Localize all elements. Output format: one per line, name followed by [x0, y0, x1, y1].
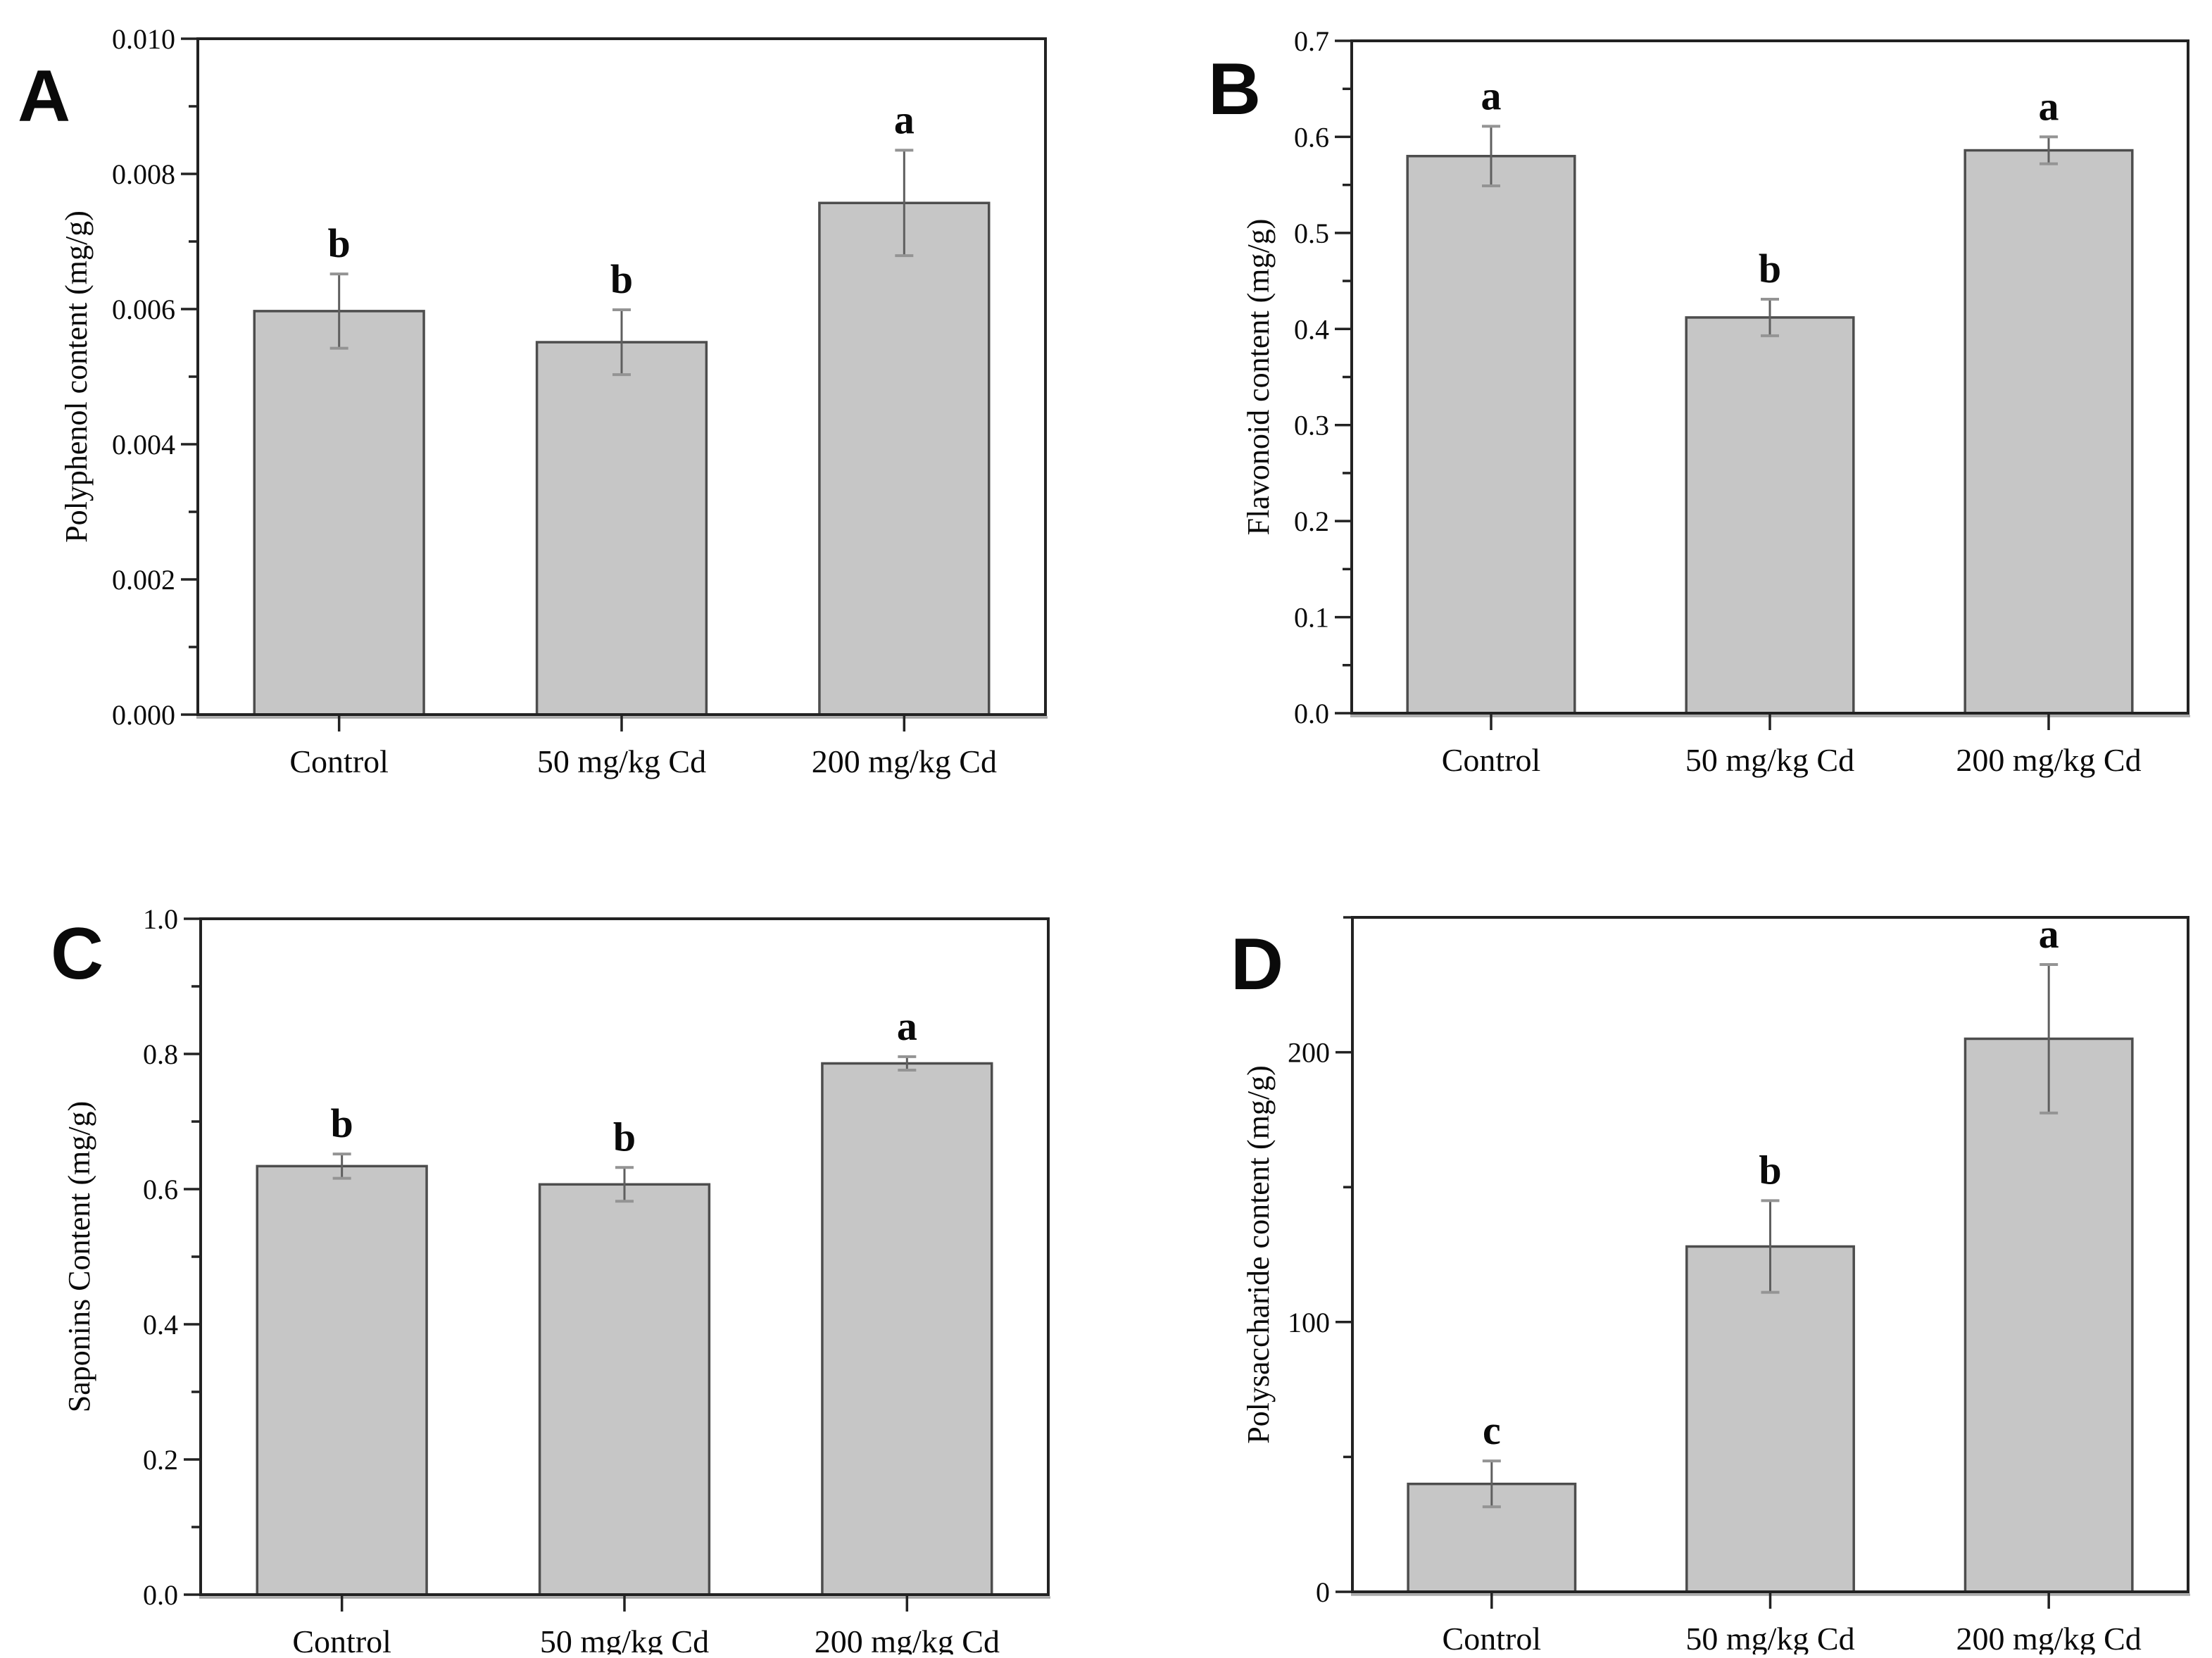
plot-frame [1351, 916, 2189, 1593]
x-category-label: Control [289, 743, 389, 779]
y-axis-title: Saponins Content (mg/g) [62, 1101, 96, 1412]
significance-letter: b [331, 1100, 353, 1146]
y-tick-label: 0.006 [112, 294, 175, 325]
bar-C-2 [538, 1183, 711, 1596]
plot-frame [196, 37, 1047, 716]
y-tick-label: 0.8 [143, 1038, 178, 1070]
x-category-label: 200 mg/kg Cd [1956, 1621, 2142, 1654]
x-category-label: 50 mg/kg Cd [1685, 1621, 1854, 1654]
bar-D-3 [1963, 1037, 2134, 1593]
y-tick-label: 0.6 [1294, 121, 1329, 153]
y-tick-label: 200 [1288, 1037, 1330, 1069]
significance-letter: c [1483, 1407, 1501, 1453]
panel-C: 0.0 0.2 0.4 0.6 0.8 1.0 b Control b 50 mg/kg Cd a 2… [51, 903, 1050, 1658]
y-tick-label: 0.4 [143, 1309, 178, 1340]
significance-letter: a [2039, 83, 2059, 129]
significance-letter: b [1759, 246, 1781, 291]
y-axis-title: Polysaccharide content (mg/g) [1241, 1065, 1276, 1444]
significance-letter: b [328, 220, 351, 266]
y-tick-label: 0.7 [1294, 25, 1329, 57]
bar-A-2 [535, 341, 708, 716]
panel-B: 0.0 0.1 0.2 0.3 0.4 0.5 0.6 0.7 a Control b 50 mg/k… [1208, 25, 2190, 778]
bar-B-2 [1685, 316, 1855, 715]
panel-letter-B: B [1208, 49, 1261, 130]
bar-A-3 [818, 201, 991, 716]
panel-letter-D: D [1231, 924, 1283, 1005]
x-category-label: 200 mg/kg Cd [812, 743, 997, 779]
panel-letter-C: C [51, 913, 103, 995]
y-tick-label: 0.3 [1294, 410, 1329, 441]
significance-letter: a [894, 96, 915, 142]
significance-letter: a [1481, 73, 1502, 118]
y-tick-label: 0.4 [1294, 313, 1329, 345]
x-category-label: 200 mg/kg Cd [815, 1624, 1000, 1654]
y-tick-label: 0.0 [143, 1579, 178, 1611]
x-category-label: Control [1443, 1621, 1542, 1654]
bar-C-3 [821, 1062, 993, 1596]
y-axis-title: Polyphenol content (mg/g) [59, 211, 94, 543]
y-tick-label: 0.0 [1294, 698, 1329, 729]
x-category-label: 50 mg/kg Cd [1685, 742, 1854, 778]
x-category-label: 50 mg/kg Cd [537, 743, 706, 779]
y-tick-label: 100 [1288, 1307, 1330, 1338]
y-tick-label: 0.5 [1294, 218, 1329, 249]
x-category-label: Control [1442, 742, 1541, 778]
y-tick-label: 0.2 [143, 1444, 178, 1476]
y-tick-label: 0.002 [112, 564, 175, 596]
bar-B-3 [1963, 149, 2134, 715]
y-tick-label: 0.000 [112, 699, 175, 731]
bar-C-1 [256, 1164, 428, 1596]
bar-A-1 [253, 310, 425, 716]
significance-letter: b [613, 1114, 636, 1160]
y-tick-label: 0.2 [1294, 505, 1329, 537]
x-category-label: 200 mg/kg Cd [1956, 742, 2141, 778]
panel-A: 0.000 0.002 0.004 0.006 0.008 0.010 b Control b 5… [18, 23, 1048, 779]
y-tick-label: 0.6 [143, 1174, 178, 1205]
y-tick-label: 0.008 [112, 158, 175, 190]
significance-letter: a [897, 1003, 917, 1049]
x-category-label: 50 mg/kg Cd [540, 1624, 709, 1654]
x-category-label: Control [292, 1624, 391, 1654]
y-tick-label: 0.010 [112, 23, 175, 55]
plot-frame [199, 917, 1050, 1596]
bar-D-2 [1685, 1245, 1855, 1593]
significance-letter: b [610, 256, 633, 302]
plot-frame [1350, 39, 2189, 715]
y-tick-label: 0.1 [1294, 602, 1329, 634]
y-tick-label: 0.004 [112, 429, 175, 460]
y-axis-title: Flavonoid content (mg/g) [1241, 219, 1276, 536]
y-tick-label: 0 [1316, 1576, 1330, 1608]
y-tick-label: 1.0 [143, 903, 178, 935]
panel-letter-A: A [18, 56, 70, 137]
significance-letter: b [1759, 1147, 1781, 1193]
bar-B-1 [1406, 154, 1576, 715]
